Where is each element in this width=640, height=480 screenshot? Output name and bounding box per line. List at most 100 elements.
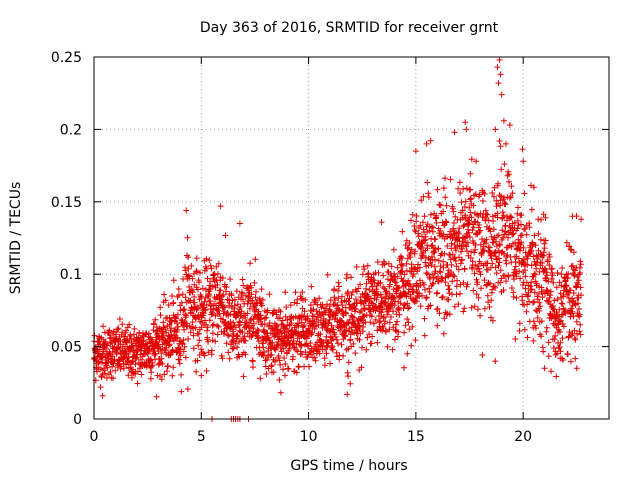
data-point	[492, 126, 499, 133]
data-point	[204, 334, 211, 341]
data-point	[352, 350, 359, 357]
data-point	[440, 330, 447, 337]
data-point	[332, 333, 339, 340]
data-point	[361, 305, 368, 312]
data-point	[472, 261, 479, 268]
data-point	[493, 238, 499, 245]
data-point	[535, 247, 542, 254]
data-point	[250, 364, 256, 371]
data-point	[439, 294, 446, 300]
data-point	[282, 372, 288, 379]
data-point	[251, 279, 258, 286]
data-point	[94, 368, 100, 375]
data-point	[240, 282, 247, 289]
data-point	[193, 368, 200, 375]
data-point	[214, 322, 221, 329]
data-point	[536, 299, 543, 306]
data-point	[240, 296, 246, 303]
data-point	[231, 296, 238, 303]
data-point	[174, 326, 181, 333]
data-point	[523, 308, 530, 315]
data-point	[567, 358, 574, 365]
data-point	[506, 194, 513, 201]
data-point	[377, 291, 384, 298]
data-point	[452, 213, 459, 220]
data-point	[512, 240, 519, 247]
data-point	[563, 282, 570, 289]
data-point	[459, 256, 465, 263]
data-point	[201, 352, 208, 359]
data-point	[409, 323, 416, 330]
data-point	[234, 344, 241, 351]
data-point	[467, 170, 474, 177]
data-point	[576, 311, 583, 318]
data-point	[182, 354, 189, 361]
data-point	[413, 280, 420, 287]
data-point	[248, 291, 255, 298]
data-point	[512, 263, 519, 270]
data-point	[439, 294, 445, 301]
data-point	[383, 328, 389, 335]
data-point	[373, 296, 380, 303]
data-point	[401, 271, 408, 278]
data-point	[382, 299, 389, 306]
data-point	[524, 334, 531, 341]
data-point	[319, 301, 326, 308]
data-point	[516, 327, 523, 334]
data-point	[577, 331, 584, 338]
data-point	[531, 270, 538, 277]
data-point	[468, 214, 475, 221]
data-point	[394, 318, 401, 325]
data-point	[388, 263, 395, 270]
data-point	[127, 333, 134, 339]
data-point	[384, 343, 391, 350]
data-point	[167, 352, 173, 359]
data-point	[528, 262, 535, 269]
data-point	[570, 290, 577, 296]
data-point	[404, 300, 411, 307]
data-point	[496, 242, 503, 249]
data-point	[537, 303, 544, 310]
data-point	[528, 247, 535, 254]
data-point	[437, 227, 444, 234]
data-point	[532, 325, 539, 332]
data-point	[299, 289, 306, 296]
data-point	[283, 350, 290, 357]
data-point	[207, 262, 214, 269]
data-point	[100, 323, 107, 330]
grid-lines	[94, 57, 609, 419]
data-point	[497, 202, 504, 209]
data-point	[560, 323, 567, 330]
data-point	[208, 265, 215, 272]
data-point	[268, 362, 275, 369]
data-point	[578, 292, 585, 299]
data-point	[206, 317, 213, 324]
data-point	[572, 355, 579, 362]
data-point	[182, 267, 189, 274]
data-point	[220, 291, 227, 298]
data-point	[377, 279, 384, 286]
data-point	[277, 308, 284, 315]
data-point	[485, 299, 492, 306]
data-point	[489, 190, 496, 196]
data-point	[331, 286, 338, 293]
data-point	[239, 276, 246, 283]
data-point	[195, 342, 202, 349]
data-point	[473, 291, 480, 298]
data-point	[400, 277, 407, 284]
data-point	[249, 297, 256, 304]
data-point	[266, 320, 273, 326]
data-point	[223, 340, 230, 347]
data-point	[552, 332, 559, 339]
data-point	[501, 161, 508, 168]
data-point	[301, 322, 308, 329]
data-point	[375, 269, 382, 276]
data-point	[563, 239, 570, 246]
data-point	[150, 320, 157, 327]
data-point	[233, 288, 240, 295]
data-point	[430, 280, 437, 287]
data-point	[460, 279, 467, 286]
y-tick-label: 0.2	[60, 122, 82, 138]
data-point	[189, 319, 196, 326]
data-point	[356, 309, 363, 316]
